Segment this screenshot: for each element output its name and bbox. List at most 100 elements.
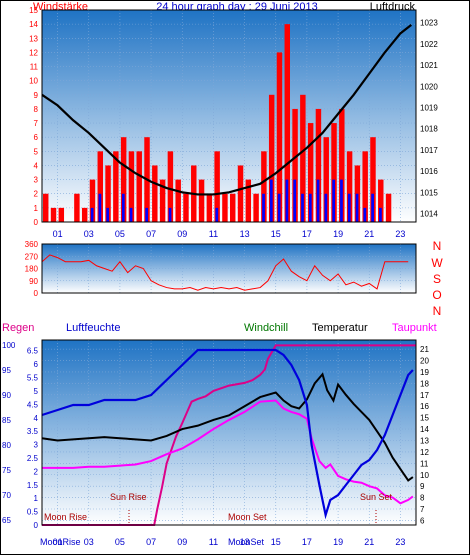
wind-tick-label: 14 [29,20,38,29]
temp-tick-label: 14 [420,425,429,434]
wind-bar [385,193,392,222]
rain-tick-label: 3 [34,441,39,450]
gust-bar [98,193,102,222]
temp-tick-label: 16 [420,402,429,411]
wind-tick-label: 5 [34,147,39,156]
rain-tick-label: 5.5 [27,374,39,383]
dir-tick-label: 0 [34,289,39,298]
wind-bar [292,108,298,222]
wind-tick-label: 7 [34,119,39,128]
wind-bar [167,151,174,222]
temp-tick-label: 21 [420,345,429,354]
wind-bar [183,193,189,222]
pressure-tick-label: 1016 [420,167,438,176]
wind-bar [89,179,96,222]
x-tick-label-top: 03 [84,229,94,239]
wind-bar [136,151,142,222]
compass-n-bottom: N [433,304,442,318]
temp-tick-label: 17 [420,391,429,400]
wind-tick-label: 1 [34,204,39,213]
temp-tick-label: 9 [420,482,425,491]
x-tick-label-bottom: 03 [84,537,94,547]
bottom-moonset-label: MoonSet [228,537,265,547]
temp-tick-label: 11 [420,459,429,468]
rain-line [42,344,416,526]
wind-tick-label: 0 [34,218,39,227]
wind-tick-label: 10 [29,77,38,86]
pressure-tick-label: 1018 [420,125,438,134]
sun-rise-label: Sun Rise [110,492,147,502]
x-tick-label-top: 17 [302,229,312,239]
temp-tick-label: 13 [420,436,429,445]
sun-set-label: Sun Set [360,492,393,502]
legend-windchill: Windchill [244,322,288,334]
rain-tick-label: 2 [34,467,39,476]
wind-bar [370,137,376,222]
wind-tick-label: 9 [34,91,39,100]
wind-bar [159,179,166,222]
wind-bar [214,151,220,222]
gust-bar [324,193,328,222]
temp-tick-label: 19 [420,368,429,377]
x-tick-label-bottom: 17 [302,537,312,547]
rain-tick-label: 0 [34,521,39,530]
temp-tick-label: 6 [420,516,425,525]
wind-bar [276,52,283,223]
gust-bar [301,193,304,222]
gust-bar [285,179,289,222]
wind-bar [206,193,213,222]
wind-bar [331,123,337,222]
gust-bar [262,193,265,222]
temp-tick-label: 7 [420,505,425,514]
wind-bar [43,193,49,222]
wind-bar [230,193,236,222]
humidity-tick-label: 80 [2,441,11,450]
rain-tick-label: 6.5 [27,347,39,356]
gust-bar [363,207,367,222]
legend-temperatur: Temperatur [312,322,368,334]
wind-bar [307,123,314,222]
compass-s: S [433,272,441,286]
compass-w: W [431,256,443,270]
x-tick-label-top: 09 [177,229,187,239]
humidity-tick-label: 70 [2,491,11,500]
pressure-tick-label: 1019 [420,104,438,113]
x-tick-label-top: 15 [271,229,281,239]
bottom-moonrise-label: MoonRise [40,537,81,547]
moon-rise-label: Moon Rise [44,512,87,522]
dewpoint-line [42,399,414,505]
x-tick-label-bottom: 07 [146,537,156,547]
rain-tick-label: 6 [34,360,39,369]
x-tick-label-top: 05 [115,229,125,239]
wind-bar [253,193,259,222]
temp-tick-label: 18 [420,379,429,388]
humidity-tick-label: 75 [2,466,11,475]
gust-bar [371,193,374,222]
wind-bar [198,179,205,222]
dir-tick-label: 180 [25,265,39,274]
x-tick-label-top: 21 [364,229,374,239]
compass-o: O [432,288,441,302]
gust-bar [269,179,273,222]
wind-bar [284,24,290,223]
temp-tick-label: 12 [420,448,429,457]
x-tick-label-top: 01 [53,229,63,239]
temp-tick-label: 8 [420,494,425,503]
gust-bar [145,207,149,222]
wind-bar [300,94,306,222]
wind-bar [362,151,368,222]
wind-bar [128,151,135,222]
legend-taupunkt: Taupunkt [392,322,437,334]
x-tick-label-bottom: 05 [115,537,125,547]
pressure-tick-label: 1020 [420,82,438,91]
rain-tick-label: 4.5 [27,400,39,409]
temperature-line [41,372,414,482]
x-tick-label-bottom: 15 [271,537,281,547]
legend-luftfeuchte: Luftfeuchte [66,322,120,334]
rain-tick-label: 4 [34,414,39,423]
wind-bar [74,193,80,222]
humidity-tick-label: 95 [2,366,11,375]
wind-tick-label: 13 [29,34,38,43]
